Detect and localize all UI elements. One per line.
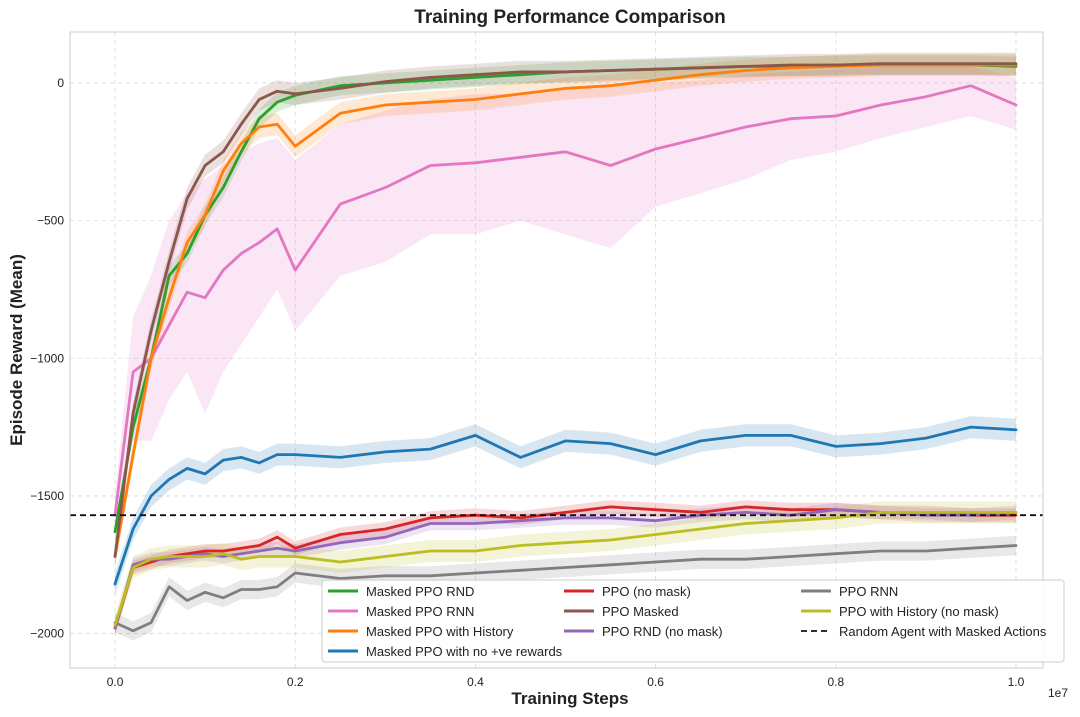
plot-frame bbox=[69, 31, 1044, 669]
grid bbox=[70, 32, 1043, 668]
x-axis-title: Training Steps bbox=[511, 689, 628, 708]
legend-box bbox=[321, 579, 1065, 663]
legend-label: PPO (no mask) bbox=[602, 584, 691, 599]
legend-label: Masked PPO with History bbox=[366, 624, 514, 639]
legend-label: Masked PPO RNN bbox=[366, 604, 474, 619]
y-tick-label: −1000 bbox=[30, 351, 64, 365]
series-lines bbox=[113, 62, 1018, 633]
series-line-ppo-masked bbox=[113, 62, 1018, 558]
legend-label: PPO with History (no mask) bbox=[839, 604, 999, 619]
series-line-masked-ppo-with-history bbox=[113, 63, 1018, 558]
series-line-ppo-with-history-no-mask bbox=[113, 511, 1018, 627]
series-line-masked-ppo-with-no-ve-rewards bbox=[113, 425, 1018, 586]
series-line-ppo-no-mask bbox=[113, 505, 1018, 630]
axis-ticks: 0.0 0.2 0.4 0.6 0.8 1.0 0 −500 −1000 −1500 −2000 bbox=[30, 76, 1024, 689]
x-tick-label: 0.6 bbox=[647, 675, 664, 689]
legend-label: PPO Masked bbox=[602, 604, 679, 619]
legend-label: Random Agent with Masked Actions bbox=[839, 624, 1047, 639]
x-tick-label: 0.0 bbox=[107, 675, 124, 689]
y-axis-title: Episode Reward (Mean) bbox=[7, 254, 26, 446]
series-line-masked-ppo-rnn bbox=[113, 84, 1018, 517]
x-tick-label: 0.2 bbox=[287, 675, 304, 689]
y-tick-label: −500 bbox=[37, 214, 64, 228]
band-masked-ppo-with-no-ve-rewards bbox=[115, 416, 1016, 595]
x-tick-label: 1.0 bbox=[1008, 675, 1025, 689]
x-tick-label: 0.4 bbox=[467, 675, 484, 689]
series-line-ppo-rnn bbox=[113, 544, 1018, 633]
legend-label: PPO RNN bbox=[839, 584, 898, 599]
x-tick-label: 0.8 bbox=[827, 675, 844, 689]
legend-label: Masked PPO with no +ve rewards bbox=[366, 644, 563, 659]
band-masked-ppo-rnn bbox=[115, 66, 1016, 538]
legend-label: Masked PPO RND bbox=[366, 584, 474, 599]
y-tick-label: −2000 bbox=[30, 627, 64, 641]
y-tick-label: −1500 bbox=[30, 489, 64, 503]
chart-title: Training Performance Comparison bbox=[414, 7, 725, 28]
y-tick-label: 0 bbox=[57, 76, 64, 90]
x-offset-label: 1e7 bbox=[1048, 686, 1068, 700]
legend: Masked PPO RND PPO (no mask) PPO RNN Masked… bbox=[321, 579, 1065, 663]
legend-label: PPO RND (no mask) bbox=[602, 624, 723, 639]
band-ppo-rnn bbox=[115, 535, 1016, 641]
